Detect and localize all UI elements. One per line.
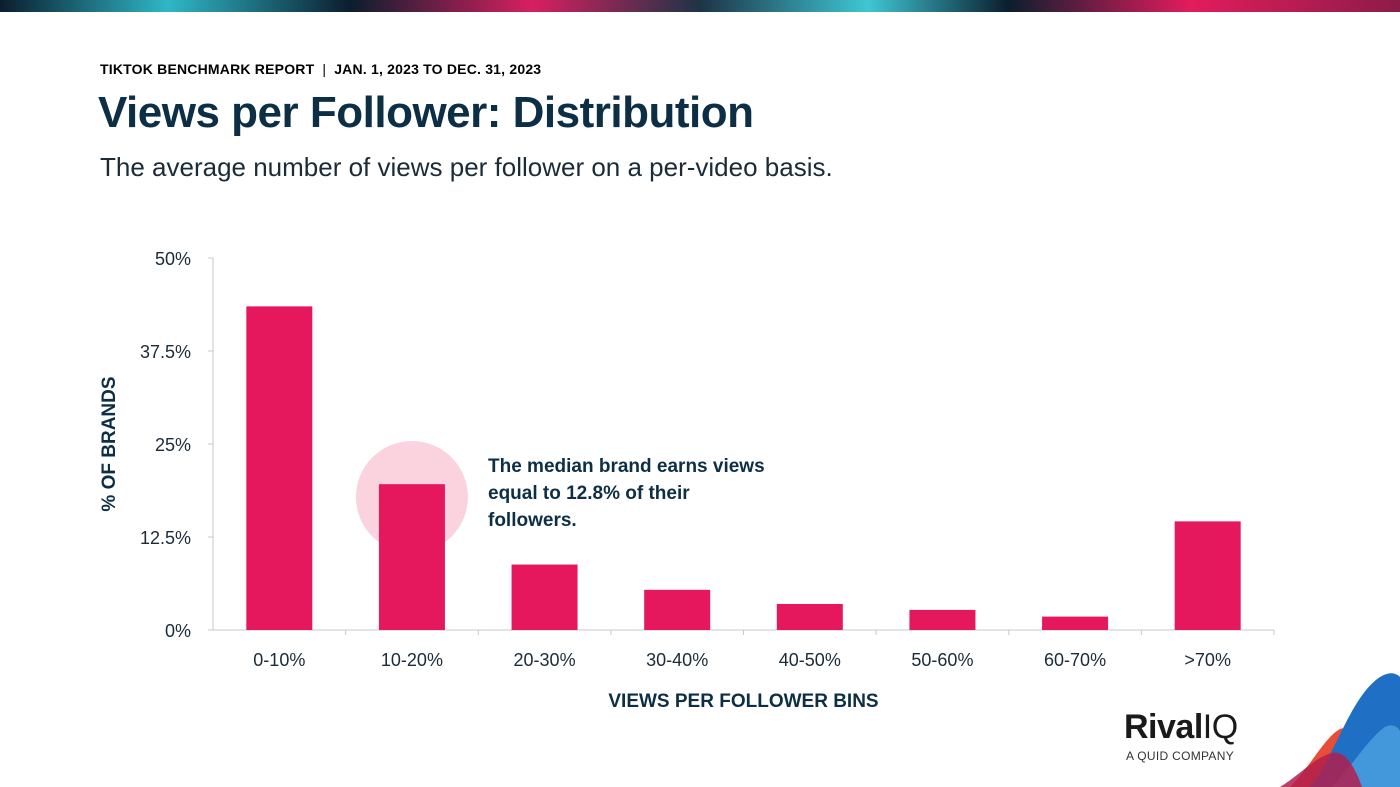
report-date-range: JAN. 1, 2023 TO DEC. 31, 2023 (334, 61, 542, 77)
bar (644, 589, 711, 630)
brand-tagline: A QUID COMPANY (1126, 749, 1234, 763)
y-tick-label: 50% (155, 249, 191, 269)
brand-logo-name: Rival (1124, 708, 1203, 746)
bar (909, 609, 976, 630)
bar-chart: 0% 12.5% 25% 37.5% 50% 0-10% 10-20% 20-30% 30-40… (99, 249, 1275, 712)
x-tick-label: 40-50% (779, 650, 841, 670)
bar (776, 603, 843, 630)
brand-logo: RivalIQ (1124, 708, 1238, 747)
y-tick-label: 25% (155, 435, 191, 455)
report-tag: TIKTOK BENCHMARK REPORT | JAN. 1, 2023 TO … (100, 61, 541, 77)
median-callout: The median brand earns views equal to 12… (488, 456, 765, 531)
x-tick-label: 20-30% (514, 650, 576, 670)
bar (1042, 616, 1109, 630)
x-tick-label: >70% (1184, 650, 1231, 670)
x-tick-label: 60-70% (1044, 650, 1106, 670)
x-axis-title: VIEWS PER FOLLOWER BINS (608, 691, 878, 712)
bar (378, 484, 445, 630)
report-separator: | (322, 61, 327, 77)
page-title: Views per Follower: Distribution (98, 88, 754, 137)
decorative-top-banner (0, 0, 1400, 12)
plot-area: 0% 12.5% 25% 37.5% 50% 0-10% 10-20% 20-30% 30-40… (99, 249, 1275, 712)
x-tick-label: 0-10% (253, 650, 305, 670)
brand-logo-suffix: IQ (1202, 708, 1238, 746)
bar (511, 564, 578, 630)
decorative-mountain-graphic (1280, 673, 1400, 787)
x-tick-label: 50-60% (911, 650, 973, 670)
y-tick-label: 12.5% (140, 528, 191, 548)
y-axis-title: % OF BRANDS (99, 376, 120, 511)
report-name: TIKTOK BENCHMARK REPORT (100, 61, 315, 77)
bar (1174, 521, 1241, 630)
y-tick-label: 37.5% (140, 342, 191, 362)
x-tick-label: 30-40% (646, 650, 708, 670)
x-tick-label: 10-20% (381, 650, 443, 670)
page-subtitle: The average number of views per follower… (100, 152, 833, 182)
y-tick-label: 0% (165, 621, 191, 641)
bar (246, 306, 313, 630)
